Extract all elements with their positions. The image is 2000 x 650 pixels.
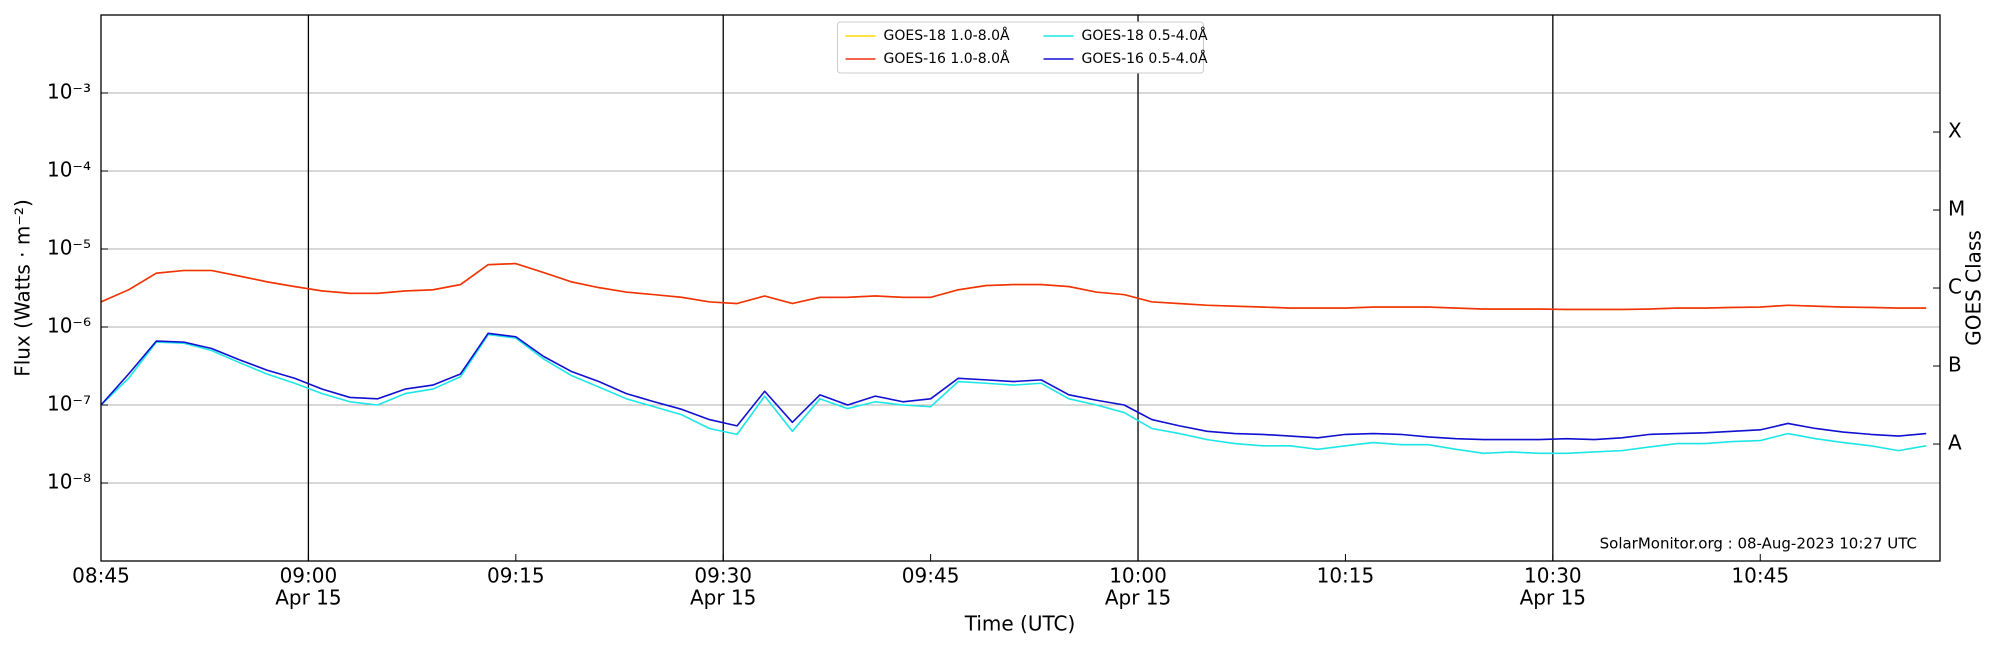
x-tick-label: 10:15 xyxy=(1317,564,1375,588)
y-tick-label: 10⁻⁴ xyxy=(47,158,91,182)
legend-label: GOES-18 0.5-4.0Å xyxy=(1082,27,1208,44)
x-tick-date: Apr 15 xyxy=(690,586,756,610)
y2-tick-label: B xyxy=(1948,353,1962,377)
series-line xyxy=(100,262,1927,311)
x-tick-date: Apr 15 xyxy=(275,586,341,610)
x-axis-label: Time (UTC) xyxy=(964,612,1076,636)
plot-frame xyxy=(100,14,1941,562)
x-tick-label: 10:30 xyxy=(1524,564,1582,588)
legend-box xyxy=(837,21,1204,74)
legend-label: GOES-18 1.0-8.0Å xyxy=(884,27,1010,44)
x-tick-label: 09:30 xyxy=(694,564,752,588)
x-tick-label: 09:15 xyxy=(487,564,545,588)
y-tick-label: 10⁻⁸ xyxy=(47,470,91,494)
y2-tick-label: A xyxy=(1948,431,1962,455)
y2-tick-label: X xyxy=(1948,119,1962,143)
series-line xyxy=(100,332,1927,441)
x-tick-label: 10:00 xyxy=(1109,564,1167,588)
x-tick-label: 09:45 xyxy=(902,564,960,588)
x-tick-label: 08:45 xyxy=(72,564,130,588)
x-tick-date: Apr 15 xyxy=(1520,586,1586,610)
x-tick-label: 09:00 xyxy=(280,564,338,588)
y-tick-label: 10⁻⁶ xyxy=(47,314,91,338)
y2-tick-label: M xyxy=(1948,197,1965,221)
y-tick-label: 10⁻³ xyxy=(47,80,91,104)
x-tick-label: 10:45 xyxy=(1731,564,1789,588)
legend-label: GOES-16 0.5-4.0Å xyxy=(1082,50,1208,67)
y-tick-label: 10⁻⁷ xyxy=(47,392,91,416)
annotation: SolarMonitor.org : 08-Aug-2023 10:27 UTC xyxy=(1600,535,1917,553)
y-tick-label: 10⁻⁵ xyxy=(47,236,91,260)
series-line xyxy=(100,333,1927,455)
y-axis-label: Flux (Watts · m⁻²) xyxy=(11,199,35,377)
y2-tick-label: C xyxy=(1948,275,1962,299)
x-tick-date: Apr 15 xyxy=(1105,586,1171,610)
y2-axis-label: GOES Class xyxy=(1962,230,1986,346)
legend-label: GOES-16 1.0-8.0Å xyxy=(884,50,1010,67)
